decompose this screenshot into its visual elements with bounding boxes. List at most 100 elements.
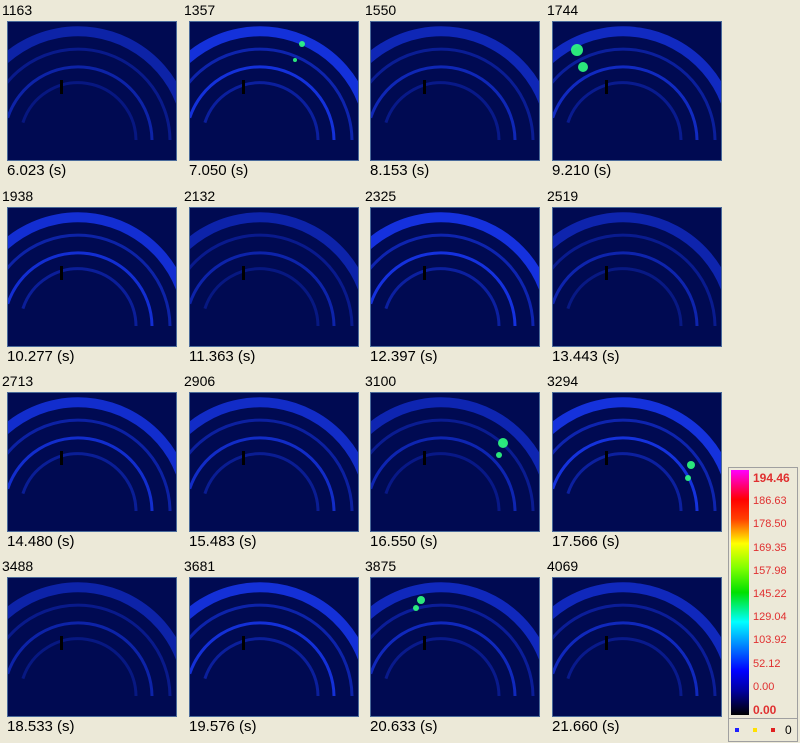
frame-thumbnail[interactable]: [189, 392, 359, 532]
ring-arc: [8, 397, 176, 475]
frame-thumbnail[interactable]: [370, 577, 540, 717]
legend-level: 186.63: [753, 495, 787, 508]
frame-number: 2325: [365, 188, 397, 204]
frame-time: 21.660 (s): [552, 718, 620, 735]
frame-cell[interactable]: 1550 8.153 (s): [364, 2, 540, 187]
hotspot: [293, 58, 297, 62]
ring-arc: [8, 251, 154, 327]
ring-arc: [8, 621, 154, 697]
ring-arc: [190, 621, 336, 697]
ring-arc: [384, 637, 501, 697]
frame-thumbnail[interactable]: [552, 577, 722, 717]
frame-thumbnail[interactable]: [189, 577, 359, 717]
frame-number: 2519: [547, 188, 579, 204]
red-marker-icon: [771, 728, 775, 732]
legend-footer: 0: [729, 718, 797, 741]
frame-thumbnail[interactable]: [7, 21, 177, 161]
frame-cell[interactable]: 2325 12.397 (s): [364, 188, 540, 373]
frame-time: 16.550 (s): [370, 533, 438, 550]
ring-arc: [8, 65, 154, 141]
frame-thumbnail[interactable]: [7, 392, 177, 532]
hotspot: [578, 62, 588, 72]
frame-cell[interactable]: 1938 10.277 (s): [1, 188, 177, 373]
frame-number: 1357: [184, 2, 216, 18]
legend-level: 169.35: [753, 541, 787, 554]
frame-time: 9.210 (s): [552, 162, 612, 179]
ring-arc: [8, 212, 176, 290]
frame-cell[interactable]: 2132 11.363 (s): [183, 188, 359, 373]
hotspot: [417, 596, 425, 604]
ring-arc: [371, 65, 517, 141]
ring-arc: [553, 251, 699, 327]
color-scale-bar: [731, 470, 749, 715]
frame-cell[interactable]: 1357 7.050 (s): [183, 2, 359, 187]
ring-arc: [8, 582, 176, 660]
hotspot: [299, 41, 305, 47]
ring-arc: [553, 26, 721, 104]
frame-number: 1938: [2, 188, 34, 204]
legend-level: 129.04: [753, 611, 787, 624]
ring-arc: [190, 603, 354, 697]
ring-arc: [8, 47, 172, 141]
ring-arc: [553, 65, 699, 141]
ring-arc: [203, 267, 320, 327]
frame-time: 10.277 (s): [7, 348, 75, 365]
legend-level: 0.00: [753, 680, 775, 693]
frame-thumbnail[interactable]: [552, 21, 722, 161]
frame-cell[interactable]: 3681 19.576 (s): [183, 558, 359, 743]
frame-time: 6.023 (s): [7, 162, 67, 179]
frame-time: 17.566 (s): [552, 533, 620, 550]
ring-arc: [371, 436, 517, 512]
ring-arc: [190, 212, 358, 290]
hotspot: [685, 475, 691, 481]
ring-arc: [371, 418, 535, 512]
frame-cell[interactable]: 2713 14.480 (s): [1, 373, 177, 558]
legend-level: 52.12: [753, 657, 781, 670]
frame-thumbnail[interactable]: [7, 577, 177, 717]
frame-thumbnail[interactable]: [370, 21, 540, 161]
frame-time: 18.533 (s): [7, 718, 75, 735]
legend-level: 145.22: [753, 588, 787, 600]
frame-cell[interactable]: 4069 21.660 (s): [546, 558, 722, 743]
ring-arc: [553, 603, 717, 697]
frame-number: 1744: [547, 2, 579, 18]
ring-arc: [190, 26, 358, 104]
ring-arc: [553, 397, 721, 475]
frame-thumbnail[interactable]: [189, 21, 359, 161]
ring-arc: [384, 81, 501, 141]
frame-number: 2906: [184, 373, 216, 389]
frame-cell[interactable]: 3100 16.550 (s): [364, 373, 540, 558]
frame-thumbnail[interactable]: [7, 207, 177, 347]
color-scale-legend: 194.46 186.63 178.50 169.35 157.98 145.22 129.…: [728, 467, 798, 742]
frame-cell[interactable]: 3488 18.533 (s): [1, 558, 177, 743]
yellow-marker-icon: [753, 728, 757, 732]
thumbnail-grid: 1163 6.023 (s) 1357 7.050 (s) 1550 8.153 (…: [1, 2, 722, 743]
ring-arc: [21, 637, 138, 697]
ring-arc: [8, 26, 176, 104]
ring-arc: [190, 418, 354, 512]
frame-thumbnail[interactable]: [370, 392, 540, 532]
frame-cell[interactable]: 2519 13.443 (s): [546, 188, 722, 373]
frame-number: 3294: [547, 373, 579, 389]
frame-cell[interactable]: 2906 15.483 (s): [183, 373, 359, 558]
frame-thumbnail[interactable]: [552, 207, 722, 347]
frame-number: 2713: [2, 373, 34, 389]
frame-cell[interactable]: 1163 6.023 (s): [1, 2, 177, 187]
hotspot: [496, 452, 502, 458]
frame-thumbnail[interactable]: [370, 207, 540, 347]
frame-thumbnail[interactable]: [189, 207, 359, 347]
frame-time: 15.483 (s): [189, 533, 257, 550]
frame-time: 14.480 (s): [7, 533, 75, 550]
frame-cell[interactable]: 3875 20.633 (s): [364, 558, 540, 743]
ring-arc: [384, 452, 501, 512]
ring-arc: [8, 436, 154, 512]
frame-number: 3681: [184, 558, 216, 574]
ring-arc: [371, 397, 539, 475]
ring-arc: [371, 621, 517, 697]
frame-time: 8.153 (s): [370, 162, 430, 179]
frame-cell[interactable]: 3294 17.566 (s): [546, 373, 722, 558]
frame-cell[interactable]: 1744 9.210 (s): [546, 2, 722, 187]
ring-arc: [190, 65, 336, 141]
hotspot: [498, 438, 508, 448]
frame-thumbnail[interactable]: [552, 392, 722, 532]
